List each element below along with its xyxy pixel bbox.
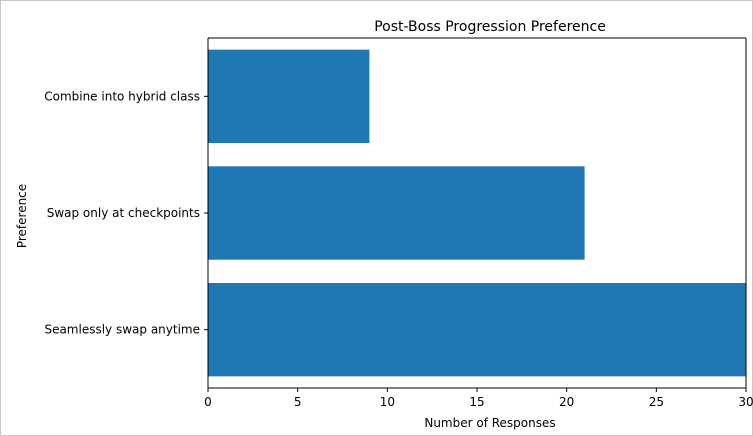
bar-1 [208,166,585,260]
x-tick-label: 5 [294,395,302,409]
y-tick-label: Combine into hybrid class [44,89,200,103]
y-tick-label: Seamlessly swap anytime [44,323,200,337]
x-tick-label: 10 [380,395,395,409]
x-tick-label: 15 [469,395,484,409]
x-tick-label: 0 [204,395,212,409]
x-axis-label: Number of Responses [424,416,555,430]
x-tick-label: 25 [649,395,664,409]
x-tick-label: 20 [559,395,574,409]
bar-2 [208,49,370,143]
x-tick-label: 30 [738,395,753,409]
bar-0 [208,283,746,377]
chart-title: Post-Boss Progression Preference [374,19,606,35]
y-axis-label: Preference [15,184,29,248]
y-tick-label: Swap only at checkpoints [47,206,200,220]
